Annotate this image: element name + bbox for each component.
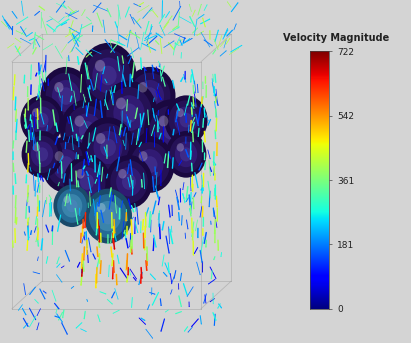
Circle shape xyxy=(59,156,74,173)
Circle shape xyxy=(95,60,105,72)
Circle shape xyxy=(174,106,198,134)
Circle shape xyxy=(156,113,186,147)
Circle shape xyxy=(60,99,114,161)
Circle shape xyxy=(84,189,132,244)
Circle shape xyxy=(125,137,175,193)
Circle shape xyxy=(46,142,85,187)
Circle shape xyxy=(68,161,106,203)
Circle shape xyxy=(30,106,54,134)
Circle shape xyxy=(159,116,169,127)
Text: Velocity Magnitude: Velocity Magnitude xyxy=(283,33,389,43)
Circle shape xyxy=(129,73,171,119)
Circle shape xyxy=(106,155,152,209)
Circle shape xyxy=(52,80,80,112)
Circle shape xyxy=(53,185,90,227)
Circle shape xyxy=(32,143,40,152)
Circle shape xyxy=(125,67,175,125)
Circle shape xyxy=(87,123,129,172)
Circle shape xyxy=(101,208,115,224)
Circle shape xyxy=(35,113,48,128)
Circle shape xyxy=(92,58,124,93)
Circle shape xyxy=(170,136,202,173)
Circle shape xyxy=(101,81,157,146)
Circle shape xyxy=(100,139,116,156)
Circle shape xyxy=(80,174,94,190)
Circle shape xyxy=(95,201,121,231)
Circle shape xyxy=(113,95,145,131)
Circle shape xyxy=(63,196,70,203)
Circle shape xyxy=(79,121,95,140)
Circle shape xyxy=(53,149,80,180)
Circle shape xyxy=(138,82,148,93)
Circle shape xyxy=(58,87,74,105)
Circle shape xyxy=(142,87,158,105)
Circle shape xyxy=(89,194,127,238)
Circle shape xyxy=(74,116,84,127)
Circle shape xyxy=(136,149,164,180)
Circle shape xyxy=(76,169,85,179)
Circle shape xyxy=(169,100,203,140)
Circle shape xyxy=(175,142,197,167)
Circle shape xyxy=(46,73,86,119)
Circle shape xyxy=(65,106,109,155)
Circle shape xyxy=(32,108,40,117)
Circle shape xyxy=(166,131,206,178)
Circle shape xyxy=(118,169,127,179)
Circle shape xyxy=(22,131,62,178)
Circle shape xyxy=(55,151,64,161)
Circle shape xyxy=(180,113,192,128)
Circle shape xyxy=(144,99,198,161)
Circle shape xyxy=(139,151,148,161)
Circle shape xyxy=(120,104,138,123)
Circle shape xyxy=(85,49,131,102)
Circle shape xyxy=(31,142,53,167)
Circle shape xyxy=(42,137,90,193)
Circle shape xyxy=(150,106,193,155)
Circle shape xyxy=(21,95,64,145)
Circle shape xyxy=(116,97,126,109)
Circle shape xyxy=(62,194,82,217)
Circle shape xyxy=(25,136,58,173)
Circle shape xyxy=(74,167,100,197)
Circle shape xyxy=(64,155,111,209)
Circle shape xyxy=(177,143,184,152)
Circle shape xyxy=(176,108,184,117)
Circle shape xyxy=(82,117,134,178)
Circle shape xyxy=(106,87,152,139)
Circle shape xyxy=(180,147,192,161)
Circle shape xyxy=(122,174,136,190)
Circle shape xyxy=(116,167,142,197)
Circle shape xyxy=(79,43,136,108)
Circle shape xyxy=(143,156,157,173)
Circle shape xyxy=(130,142,170,187)
Circle shape xyxy=(99,66,117,85)
Circle shape xyxy=(96,133,105,144)
Circle shape xyxy=(36,147,48,161)
Circle shape xyxy=(54,82,63,93)
Circle shape xyxy=(67,199,78,212)
Circle shape xyxy=(163,121,179,140)
Circle shape xyxy=(93,131,122,164)
Circle shape xyxy=(136,80,164,112)
Circle shape xyxy=(164,95,208,145)
Circle shape xyxy=(41,67,92,125)
Circle shape xyxy=(110,161,148,203)
Circle shape xyxy=(25,100,59,140)
Circle shape xyxy=(57,189,87,223)
Circle shape xyxy=(72,113,102,147)
Circle shape xyxy=(97,203,106,213)
